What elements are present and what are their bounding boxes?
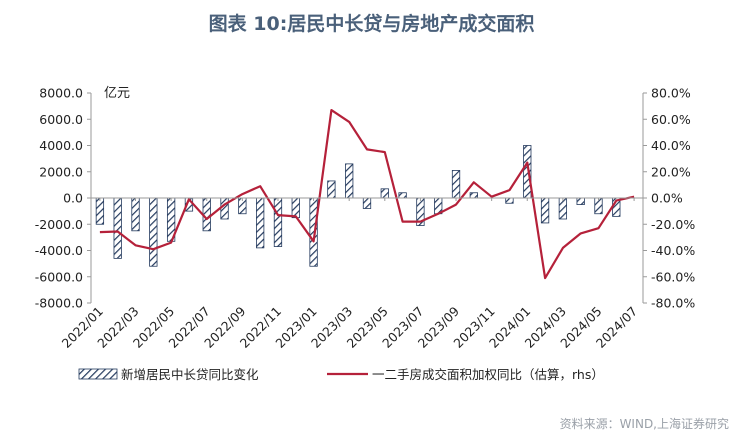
bar <box>131 197 140 232</box>
right-tick-label: -20.0% <box>651 217 695 232</box>
left-tick-label: -8000.0 <box>35 296 83 311</box>
chart-title: 图表 10:居民中长贷与房地产成交面积 <box>208 13 535 35</box>
left-tick-label: 4000.0 <box>39 138 83 153</box>
left-axis-unit: 亿元 <box>104 86 130 101</box>
bar <box>540 197 550 224</box>
bar <box>469 192 478 199</box>
right-tick-label: -80.0% <box>651 296 695 311</box>
bar <box>149 197 158 267</box>
bar <box>505 197 514 204</box>
left-tick-label: 0.0 <box>63 191 83 206</box>
left-tick-label: -4000.0 <box>35 243 83 258</box>
series-line <box>99 108 635 280</box>
right-tick-label: 80.0% <box>651 86 691 101</box>
left-tick-label: 2000.0 <box>39 164 83 179</box>
bar <box>309 197 318 267</box>
bar <box>220 197 229 220</box>
left-tick-label: -2000.0 <box>35 217 83 232</box>
bar <box>523 145 532 199</box>
bar <box>202 197 211 232</box>
right-tick-label: 60.0% <box>651 112 691 127</box>
bar <box>380 188 389 199</box>
bar <box>576 197 585 205</box>
legend-label-line: 一二手房成交面积加权同比（估算，rhs） <box>372 367 604 382</box>
bar <box>451 170 461 199</box>
right-tick-label: 0.0% <box>651 191 683 206</box>
right-tick-label: 40.0% <box>651 138 691 153</box>
bar <box>291 197 300 219</box>
right-tick-label: 20.0% <box>651 164 691 179</box>
bar <box>362 197 372 209</box>
right-tick-label: -60.0% <box>651 269 695 284</box>
bar <box>345 163 354 199</box>
legend-swatch-bar <box>78 368 118 380</box>
right-tick-label: -40.0% <box>651 243 695 258</box>
bar <box>327 180 336 199</box>
left-tick-label: 6000.0 <box>39 112 83 127</box>
bar <box>558 197 568 220</box>
left-tick-label: 8000.0 <box>39 86 83 101</box>
bar <box>95 197 105 225</box>
left-tick-label: -6000.0 <box>35 269 83 284</box>
bar <box>273 197 283 247</box>
bar <box>256 197 265 249</box>
bar <box>398 192 407 199</box>
legend-label-bar: 新增居民中长贷同比变化 <box>121 367 259 382</box>
source-note: 资料来源：WIND,上海证券研究 <box>559 417 729 431</box>
bar <box>113 197 122 259</box>
